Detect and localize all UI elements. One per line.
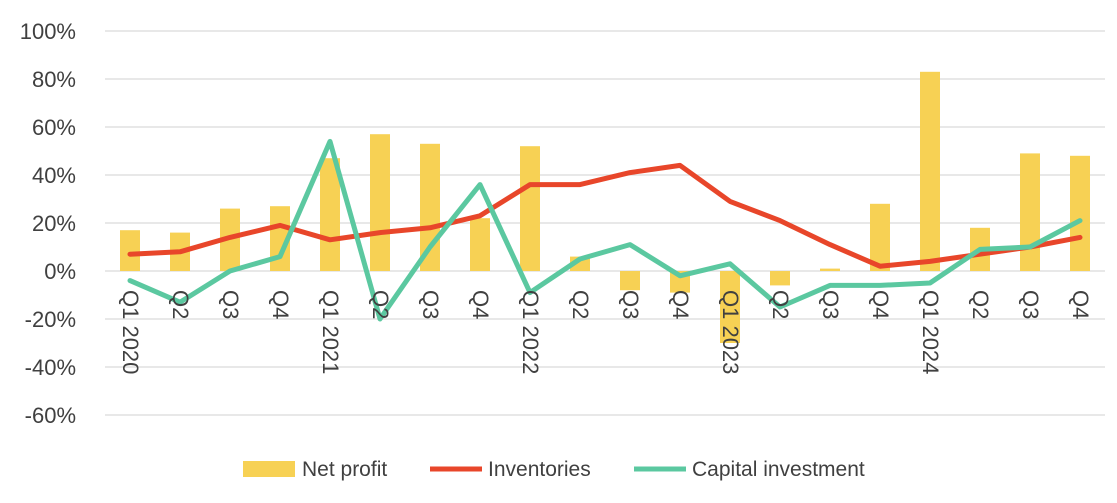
legend-label: Inventories bbox=[488, 458, 591, 481]
x-tick-label: Q4 bbox=[868, 290, 893, 319]
legend-swatch bbox=[243, 461, 295, 477]
y-tick-label: 40% bbox=[32, 163, 76, 188]
net-profit-bar bbox=[270, 206, 290, 271]
net-profit-bar bbox=[1020, 153, 1040, 271]
net-profit-bar bbox=[770, 271, 790, 286]
x-axis-ticks: Q1 2020 Q2 Q3 Q4 Q1 2021 Q2 Q3 Q4 Q1 2022 Q2 Q3 Q4 Q… bbox=[118, 290, 1093, 374]
net-profit-bar bbox=[620, 271, 640, 291]
legend-label: Net profit bbox=[302, 458, 387, 481]
legend: Net profit Inventories Capital investment bbox=[243, 458, 865, 481]
y-tick-label: -40% bbox=[25, 355, 76, 380]
x-tick-label: Q1 2021 bbox=[318, 290, 343, 374]
x-tick-label: Q4 bbox=[468, 290, 493, 319]
legend-label: Capital investment bbox=[692, 458, 865, 481]
x-tick-label: Q4 bbox=[1068, 290, 1093, 319]
net-profit-bar bbox=[520, 146, 540, 271]
net-profit-bar bbox=[320, 158, 340, 271]
x-tick-label: Q1 2020 bbox=[118, 290, 143, 374]
y-axis-ticks: -60% -40% -20% 0% 20% 40% 60% 80% 100% bbox=[20, 19, 76, 428]
x-tick-label: Q3 bbox=[418, 290, 443, 319]
x-tick-label: Q4 bbox=[268, 290, 293, 319]
y-tick-label: 60% bbox=[32, 115, 76, 140]
y-tick-label: 20% bbox=[32, 211, 76, 236]
x-tick-label: Q4 bbox=[668, 290, 693, 319]
net-profit-bar bbox=[370, 134, 390, 271]
x-tick-label: Q3 bbox=[1018, 290, 1043, 319]
net-profit-bar bbox=[720, 271, 740, 343]
x-tick-label: Q3 bbox=[818, 290, 843, 319]
x-tick-label: Q2 bbox=[968, 290, 993, 319]
net-profit-bar bbox=[420, 143, 440, 271]
x-tick-label: Q1 2023 bbox=[718, 290, 743, 374]
grid-lines bbox=[105, 30, 1105, 416]
net-profit-bar bbox=[1070, 155, 1090, 271]
x-tick-label: Q1 2024 bbox=[918, 290, 943, 374]
x-tick-label: Q2 bbox=[168, 290, 193, 319]
x-tick-label: Q3 bbox=[618, 290, 643, 319]
y-tick-label: 100% bbox=[20, 19, 76, 44]
y-tick-label: -60% bbox=[25, 403, 76, 428]
net-profit-bar bbox=[470, 218, 490, 271]
net-profit-bar bbox=[920, 71, 940, 271]
net-profit-bars bbox=[120, 71, 1090, 343]
x-tick-label: Q1 2022 bbox=[518, 290, 543, 374]
series-lines bbox=[127, 138, 1083, 322]
x-tick-label: Q2 bbox=[368, 290, 393, 319]
net-profit-bar bbox=[820, 268, 840, 271]
x-tick-label: Q2 bbox=[768, 290, 793, 319]
net-profit-bar bbox=[120, 230, 140, 271]
y-tick-label: 80% bbox=[32, 67, 76, 92]
x-tick-label: Q2 bbox=[568, 290, 593, 319]
y-tick-label: -20% bbox=[25, 307, 76, 332]
inventories-line bbox=[127, 162, 1083, 269]
net-profit-bar bbox=[870, 203, 890, 271]
x-tick-label: Q3 bbox=[218, 290, 243, 319]
y-tick-label: 0% bbox=[44, 259, 76, 284]
capital-investment-line bbox=[127, 138, 1083, 322]
